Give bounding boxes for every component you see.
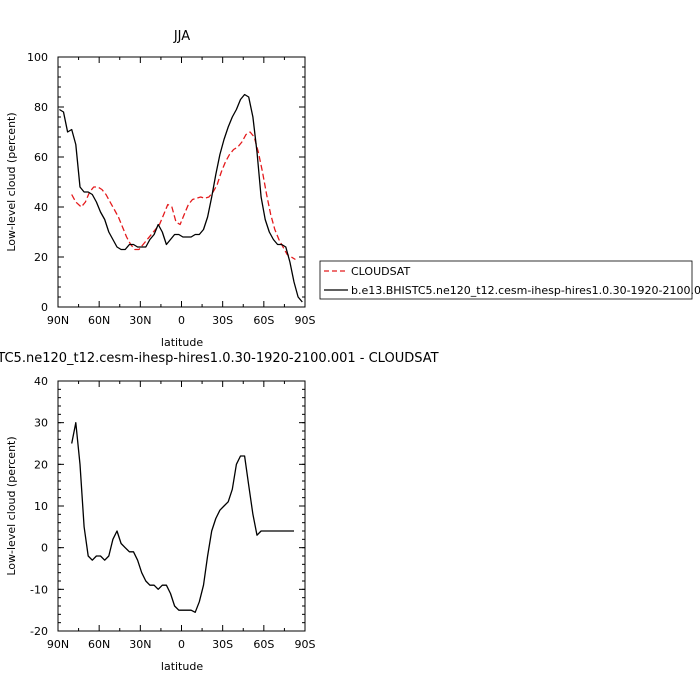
y-tick-label: 40 <box>34 201 48 214</box>
legend-label-cloudsat: CLOUDSAT <box>351 265 410 278</box>
x-tick-label: 0 <box>178 314 185 327</box>
y-tick-label: 0 <box>41 301 48 314</box>
legend-box <box>319 260 693 300</box>
x-tick-label: 60N <box>88 638 110 651</box>
x-tick-label: 30N <box>129 638 151 651</box>
x-tick-label: 90S <box>295 638 316 651</box>
x-tick-label: 90N <box>47 638 69 651</box>
cloudsat-series-line <box>71 131 296 261</box>
x-tick-label: 60S <box>253 314 274 327</box>
y-tick-label: 0 <box>41 542 48 555</box>
top-plot-frame <box>57 56 306 308</box>
x-tick-label: 90N <box>47 314 69 327</box>
y-tick-label: 100 <box>27 51 48 64</box>
bottom-series-lines <box>71 422 294 613</box>
top-ylabel: Low-level cloud (percent) <box>5 112 18 251</box>
y-tick-label: -20 <box>30 625 48 638</box>
top-title: JJA <box>173 29 190 44</box>
top-xlabel: latitude <box>161 336 203 349</box>
bottom-title: b.e13.BHISTC5.ne120_t12.cesm-ihesp-hires… <box>0 351 439 366</box>
y-tick-label: 30 <box>34 417 48 430</box>
bottom-axis-ticks: 90N 60N 30N 0 30S 60S 90S -20 -10 0 10 20 30 40 <box>30 375 315 651</box>
x-tick-label: 30S <box>212 638 233 651</box>
y-tick-label: 20 <box>34 251 48 264</box>
y-tick-label: -10 <box>30 583 48 596</box>
legend: CLOUDSAT b.e13.BHISTC5.ne120_t12.cesm-ih… <box>319 260 700 300</box>
top-panel: JJA 90N 60N 30N 0 30S 60S 90S 0 20 40 60 80 100 lati… <box>5 29 316 349</box>
top-series-lines <box>59 93 303 303</box>
difference-series-line <box>71 422 294 613</box>
x-tick-label: 30S <box>212 314 233 327</box>
bottom-ylabel: Low-level cloud (percent) <box>5 436 18 575</box>
y-tick-label: 20 <box>34 458 48 471</box>
y-tick-label: 80 <box>34 101 48 114</box>
legend-label-model: b.e13.BHISTC5.ne120_t12.cesm-ihesp-hires… <box>351 284 700 297</box>
top-axis-ticks: 90N 60N 30N 0 30S 60S 90S 0 20 40 60 80 100 <box>27 51 316 327</box>
x-tick-label: 60S <box>253 638 274 651</box>
model-series-line <box>59 93 303 303</box>
y-tick-label: 40 <box>34 375 48 388</box>
y-tick-label: 60 <box>34 151 48 164</box>
y-tick-label: 10 <box>34 500 48 513</box>
x-tick-label: 60N <box>88 314 110 327</box>
bottom-plot-frame <box>57 380 306 632</box>
x-tick-label: 0 <box>178 638 185 651</box>
bottom-xlabel: latitude <box>161 660 203 673</box>
x-tick-label: 90S <box>295 314 316 327</box>
x-tick-label: 30N <box>129 314 151 327</box>
bottom-panel: b.e13.BHISTC5.ne120_t12.cesm-ihesp-hires… <box>0 351 439 673</box>
